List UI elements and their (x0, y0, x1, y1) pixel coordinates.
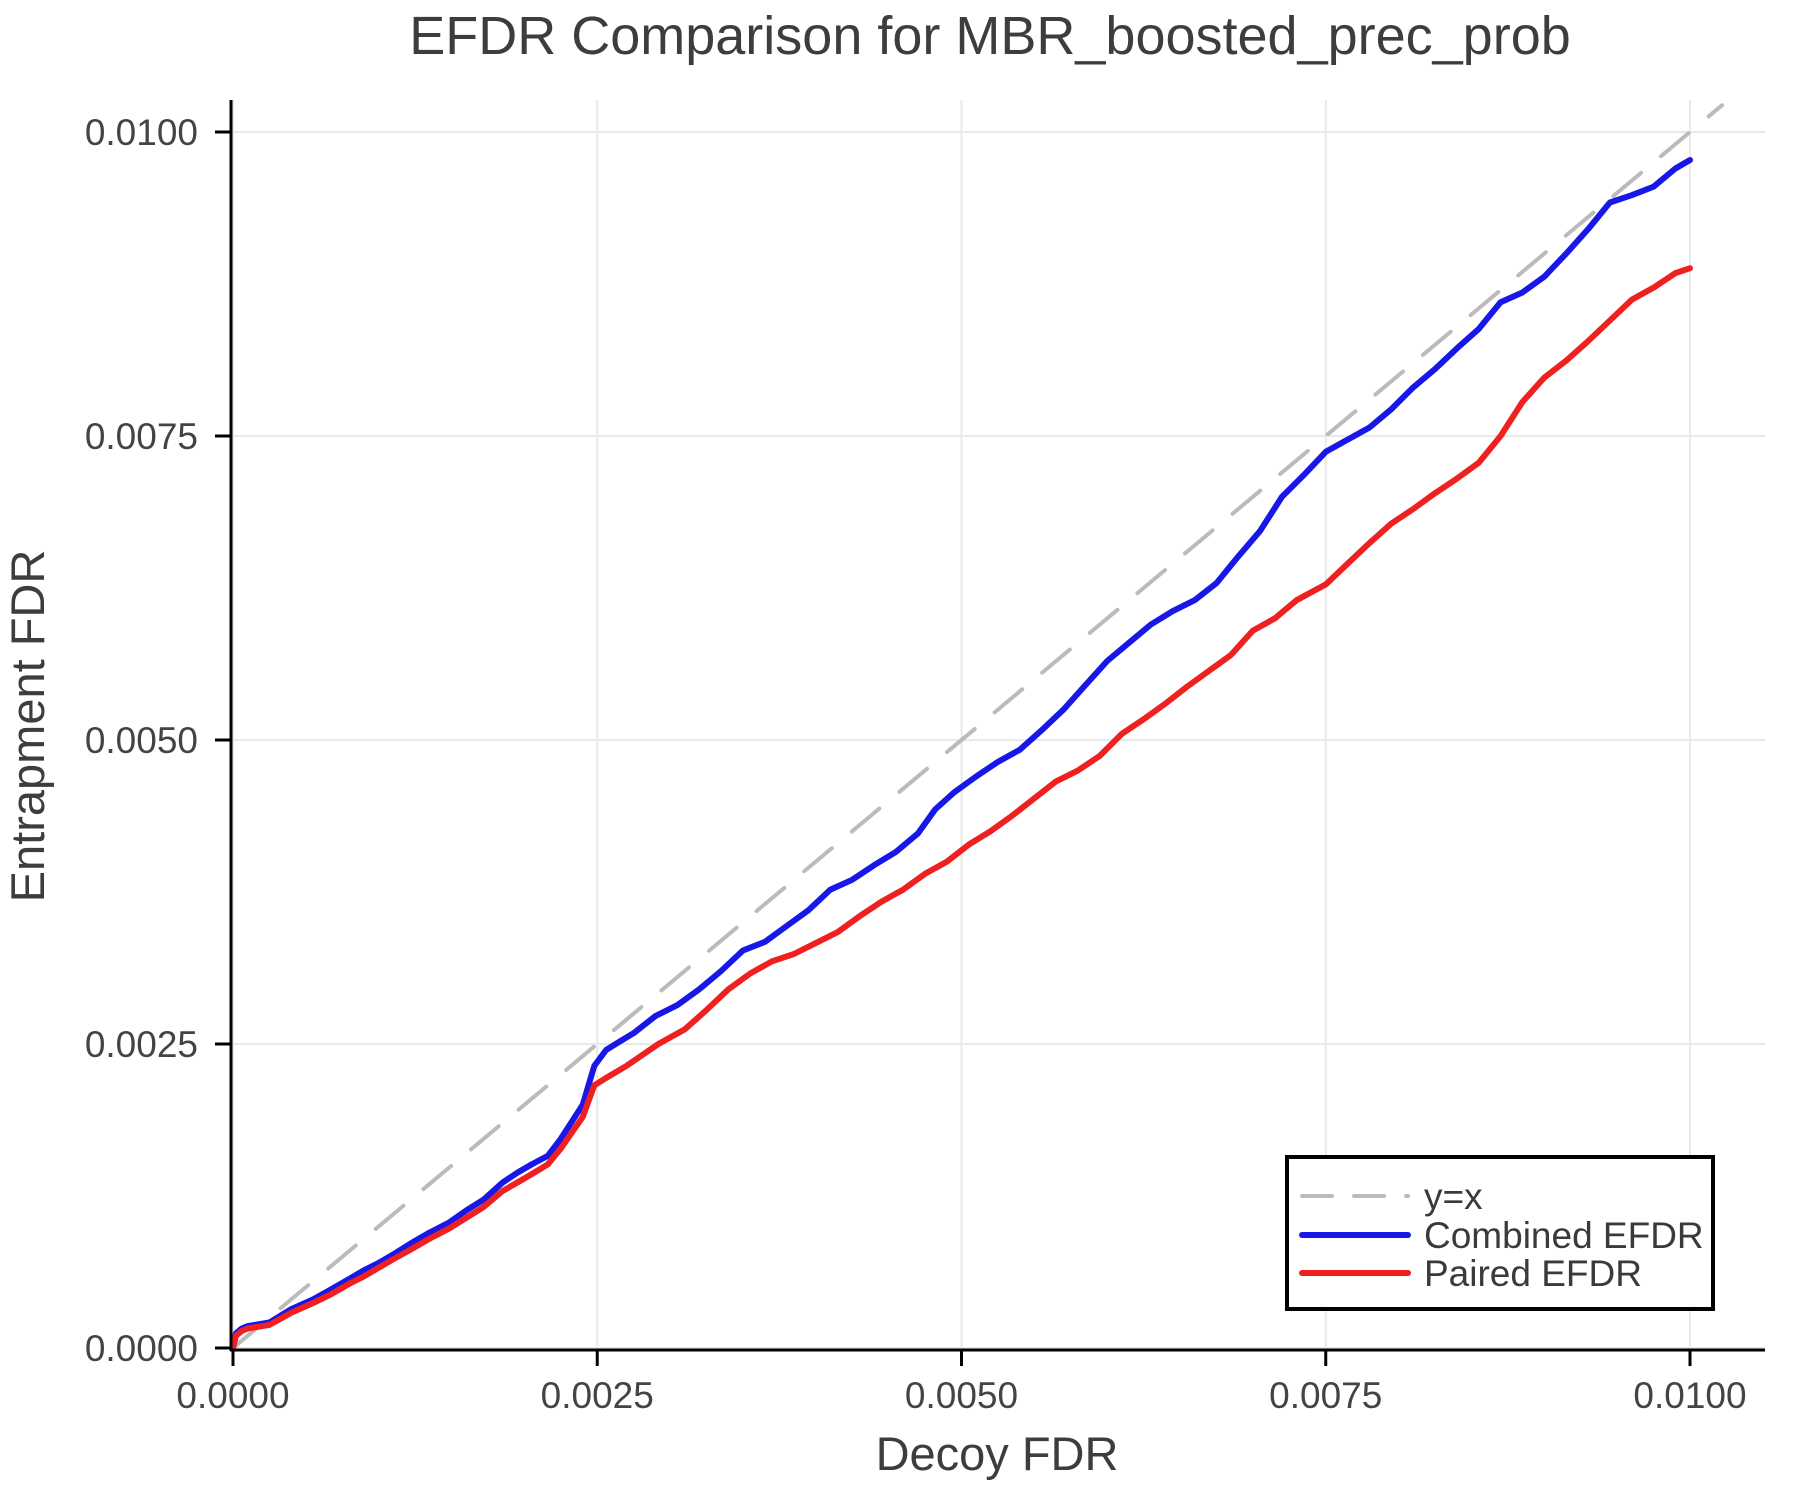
gridlines (231, 100, 1765, 1350)
x-tick-label: 0.0025 (541, 1375, 654, 1416)
tick-labels: 0.0000 0.0025 0.0050 0.0075 0.0100 0.0000 0.00… (85, 112, 1747, 1416)
legend-entry-label: Combined EFDR (1424, 1215, 1704, 1256)
x-tick-label: 0.0075 (1269, 1375, 1382, 1416)
y-tick-label: 0.0075 (85, 416, 198, 457)
chart-title: EFDR Comparison for MBR_boosted_prec_pro… (409, 6, 1571, 66)
series-line-combined-efdr (230, 157, 1693, 1351)
legend-entry-label: y=x (1424, 1176, 1483, 1217)
axes (215, 100, 1765, 1366)
series-line-paired-efdr (230, 265, 1693, 1351)
series-line-y-x (231, 103, 1725, 1350)
x-tick-label: 0.0000 (176, 1375, 289, 1416)
series-lines (230, 103, 1725, 1351)
y-axis-label: Entrapment FDR (1, 550, 54, 903)
x-tick-label: 0.0050 (905, 1375, 1018, 1416)
y-tick-label: 0.0050 (85, 720, 198, 761)
y-tick-label: 0.0100 (85, 112, 198, 153)
legend-entry-label: Paired EFDR (1424, 1253, 1642, 1294)
x-tick-label: 0.0100 (1633, 1375, 1746, 1416)
y-tick-label: 0.0025 (85, 1024, 198, 1065)
x-axis-label: Decoy FDR (876, 1427, 1119, 1480)
y-tick-label: 0.0000 (85, 1328, 198, 1369)
